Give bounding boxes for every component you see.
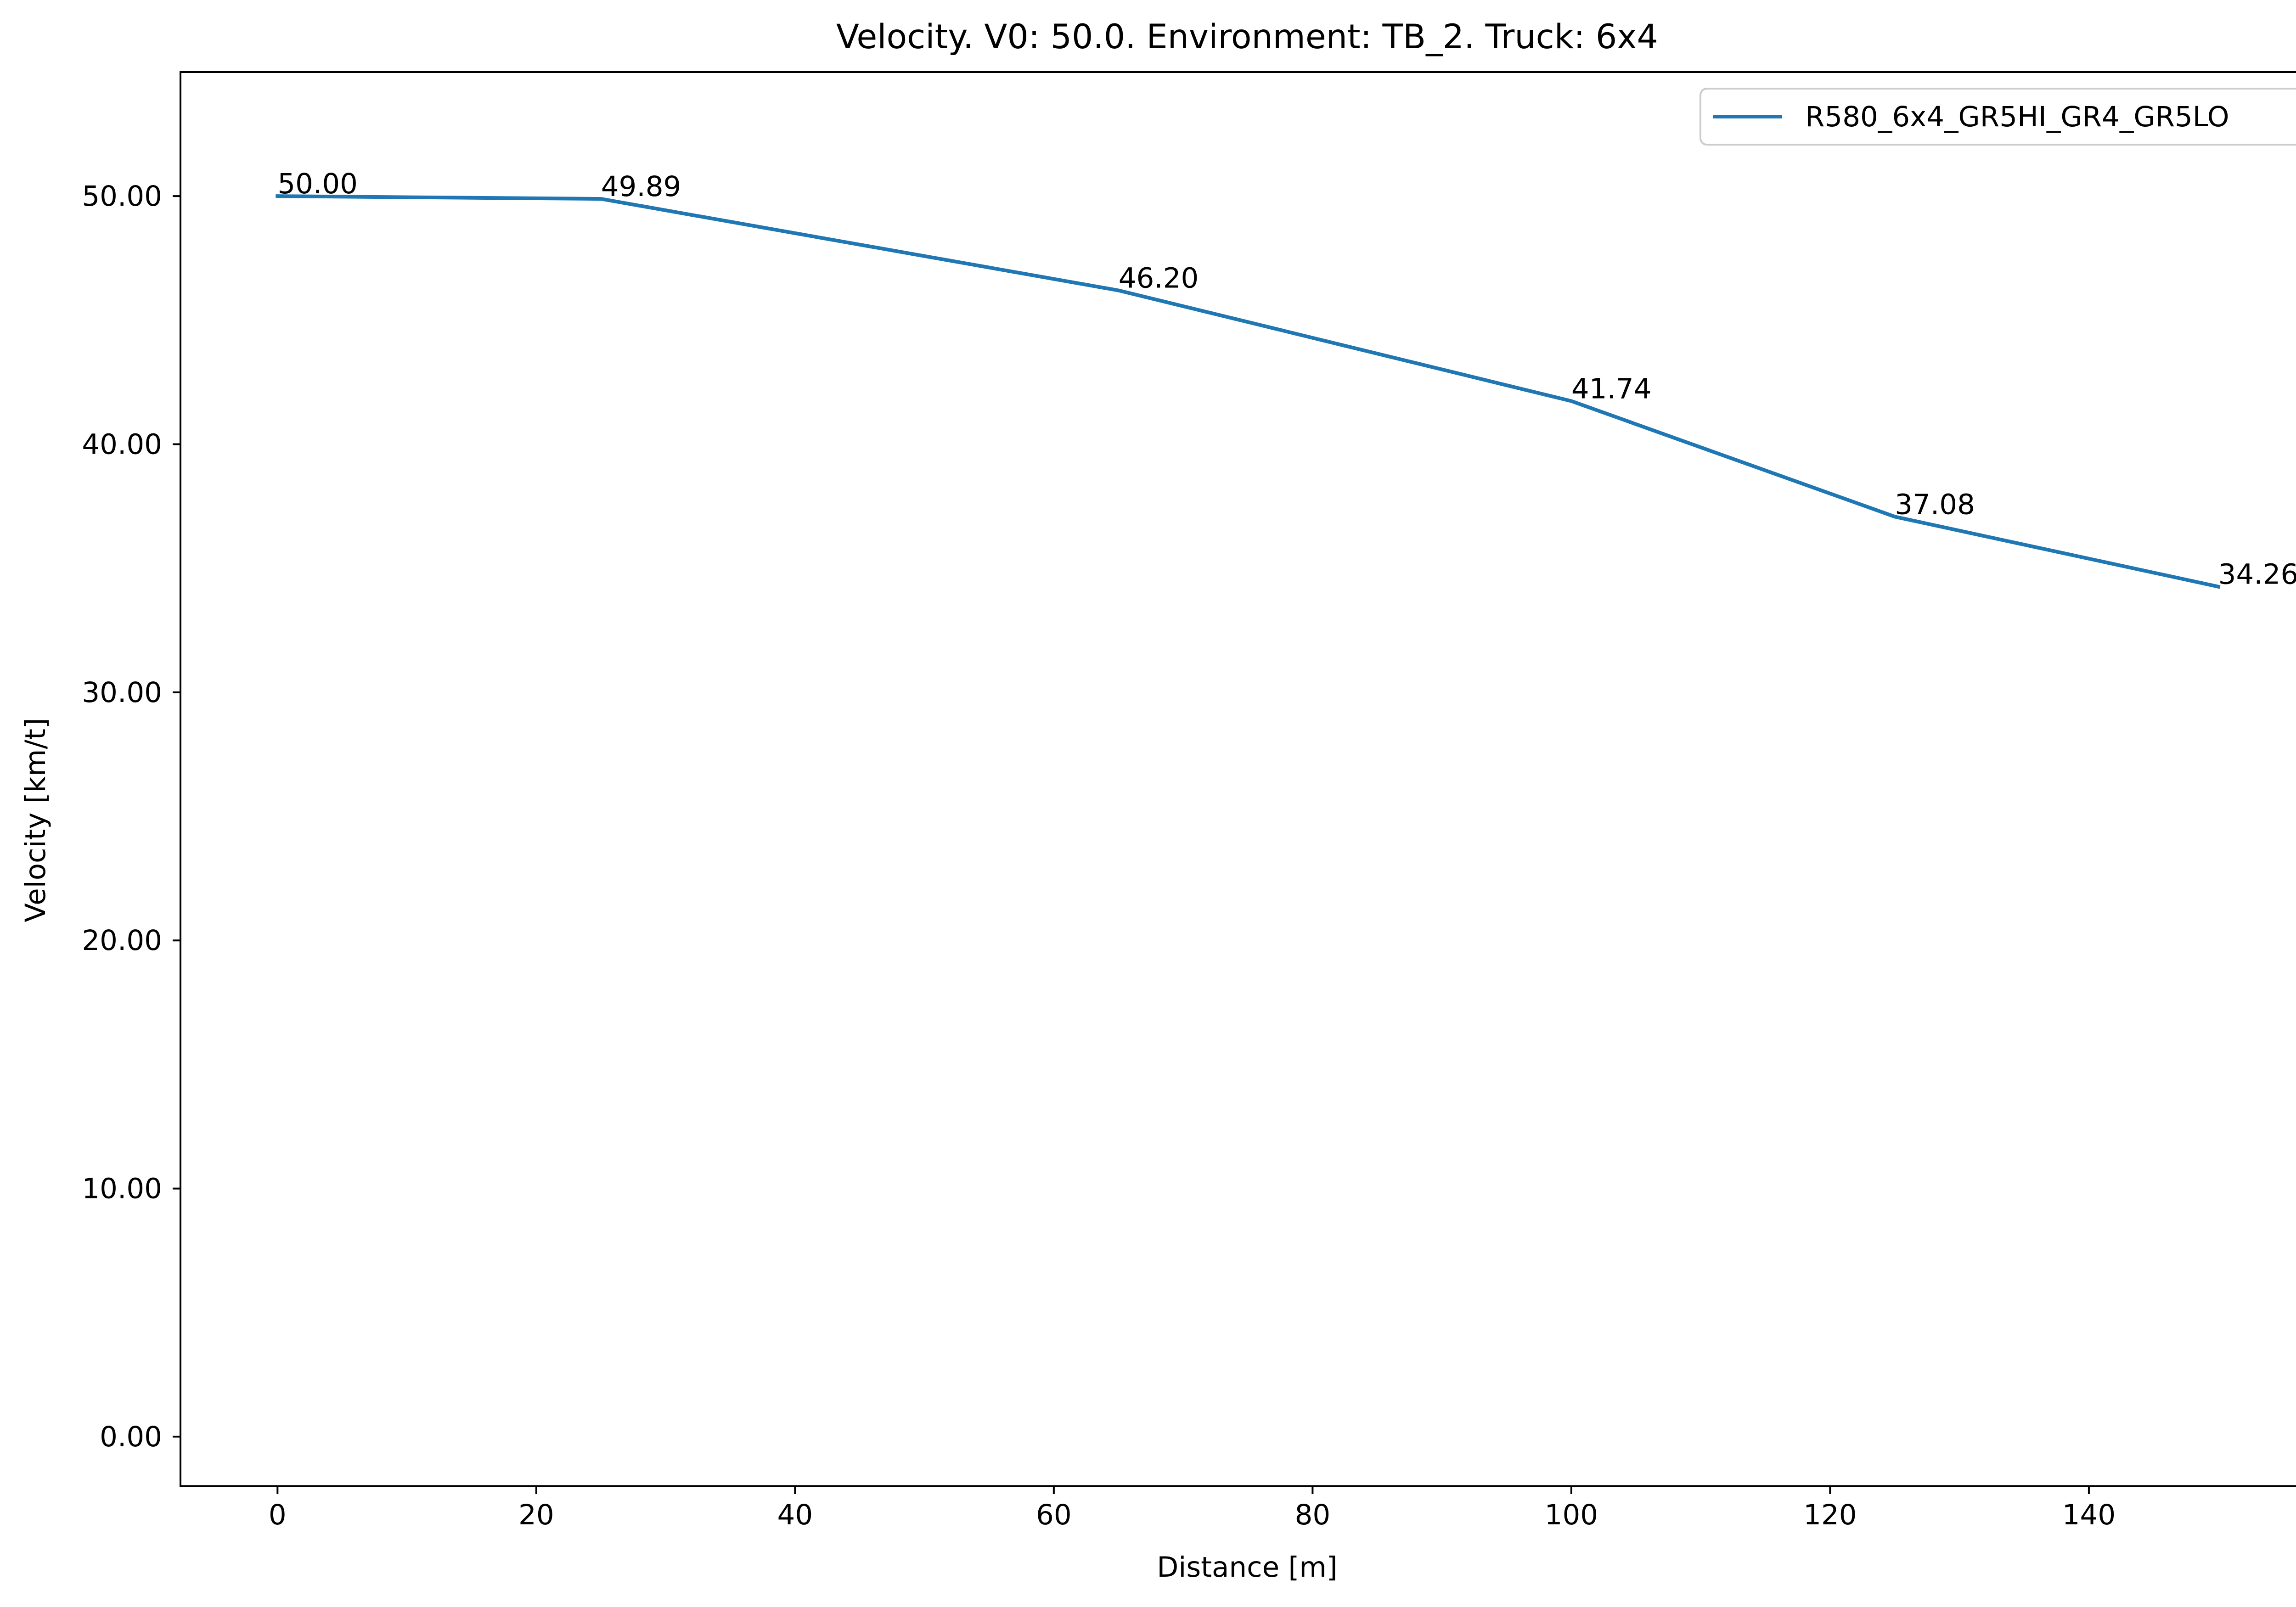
data-label: 50.00 xyxy=(277,168,358,200)
x-tick-label: 40 xyxy=(777,1499,813,1531)
data-label: 41.74 xyxy=(1571,373,1652,405)
x-tick-label: 20 xyxy=(518,1499,554,1531)
y-tick-label: 50.00 xyxy=(82,180,162,213)
x-tick-label: 100 xyxy=(1545,1499,1598,1531)
legend-entry: R580_6x4_GR5HI_GR4_GR5LO xyxy=(1805,101,2229,133)
x-tick-label: 140 xyxy=(2062,1499,2116,1531)
y-axis-label: Velocity [km/t] xyxy=(19,718,52,922)
x-tick-label: 0 xyxy=(269,1499,287,1531)
legend-box xyxy=(1699,88,2296,146)
data-label: 34.26 xyxy=(2218,558,2296,591)
x-axis-label: Distance [m] xyxy=(1157,1551,1337,1584)
data-labels: 50.00 49.89 46.20 41.74 37.08 34.26 xyxy=(277,168,2296,591)
plot-frame xyxy=(180,71,2296,1487)
y-tick-label: 0.00 xyxy=(100,1421,162,1453)
chart-title: Velocity. V0: 50.0. Environment: TB_2. T… xyxy=(836,17,1658,56)
y-tick-label: 10.00 xyxy=(82,1173,162,1205)
series-layer xyxy=(276,194,2221,589)
data-label: 46.20 xyxy=(1119,262,1199,295)
legend: R580_6x4_GR5HI_GR4_GR5LO xyxy=(1699,88,2296,146)
x-tick-label: 80 xyxy=(1295,1499,1331,1531)
y-tick-label: 20.00 xyxy=(82,924,162,957)
data-label: 49.89 xyxy=(601,170,681,203)
x-tick-label: 60 xyxy=(1036,1499,1072,1531)
y-tick-label: 40.00 xyxy=(82,428,162,461)
series-line xyxy=(276,194,2221,589)
axes: 0 20 40 60 80 100 120 140 0.00 10.00 20.00 30.00 40.… xyxy=(82,71,2296,1531)
data-label: 37.08 xyxy=(1895,488,1975,521)
y-tick-label: 30.00 xyxy=(82,676,162,709)
x-tick-label: 120 xyxy=(1803,1499,1857,1531)
